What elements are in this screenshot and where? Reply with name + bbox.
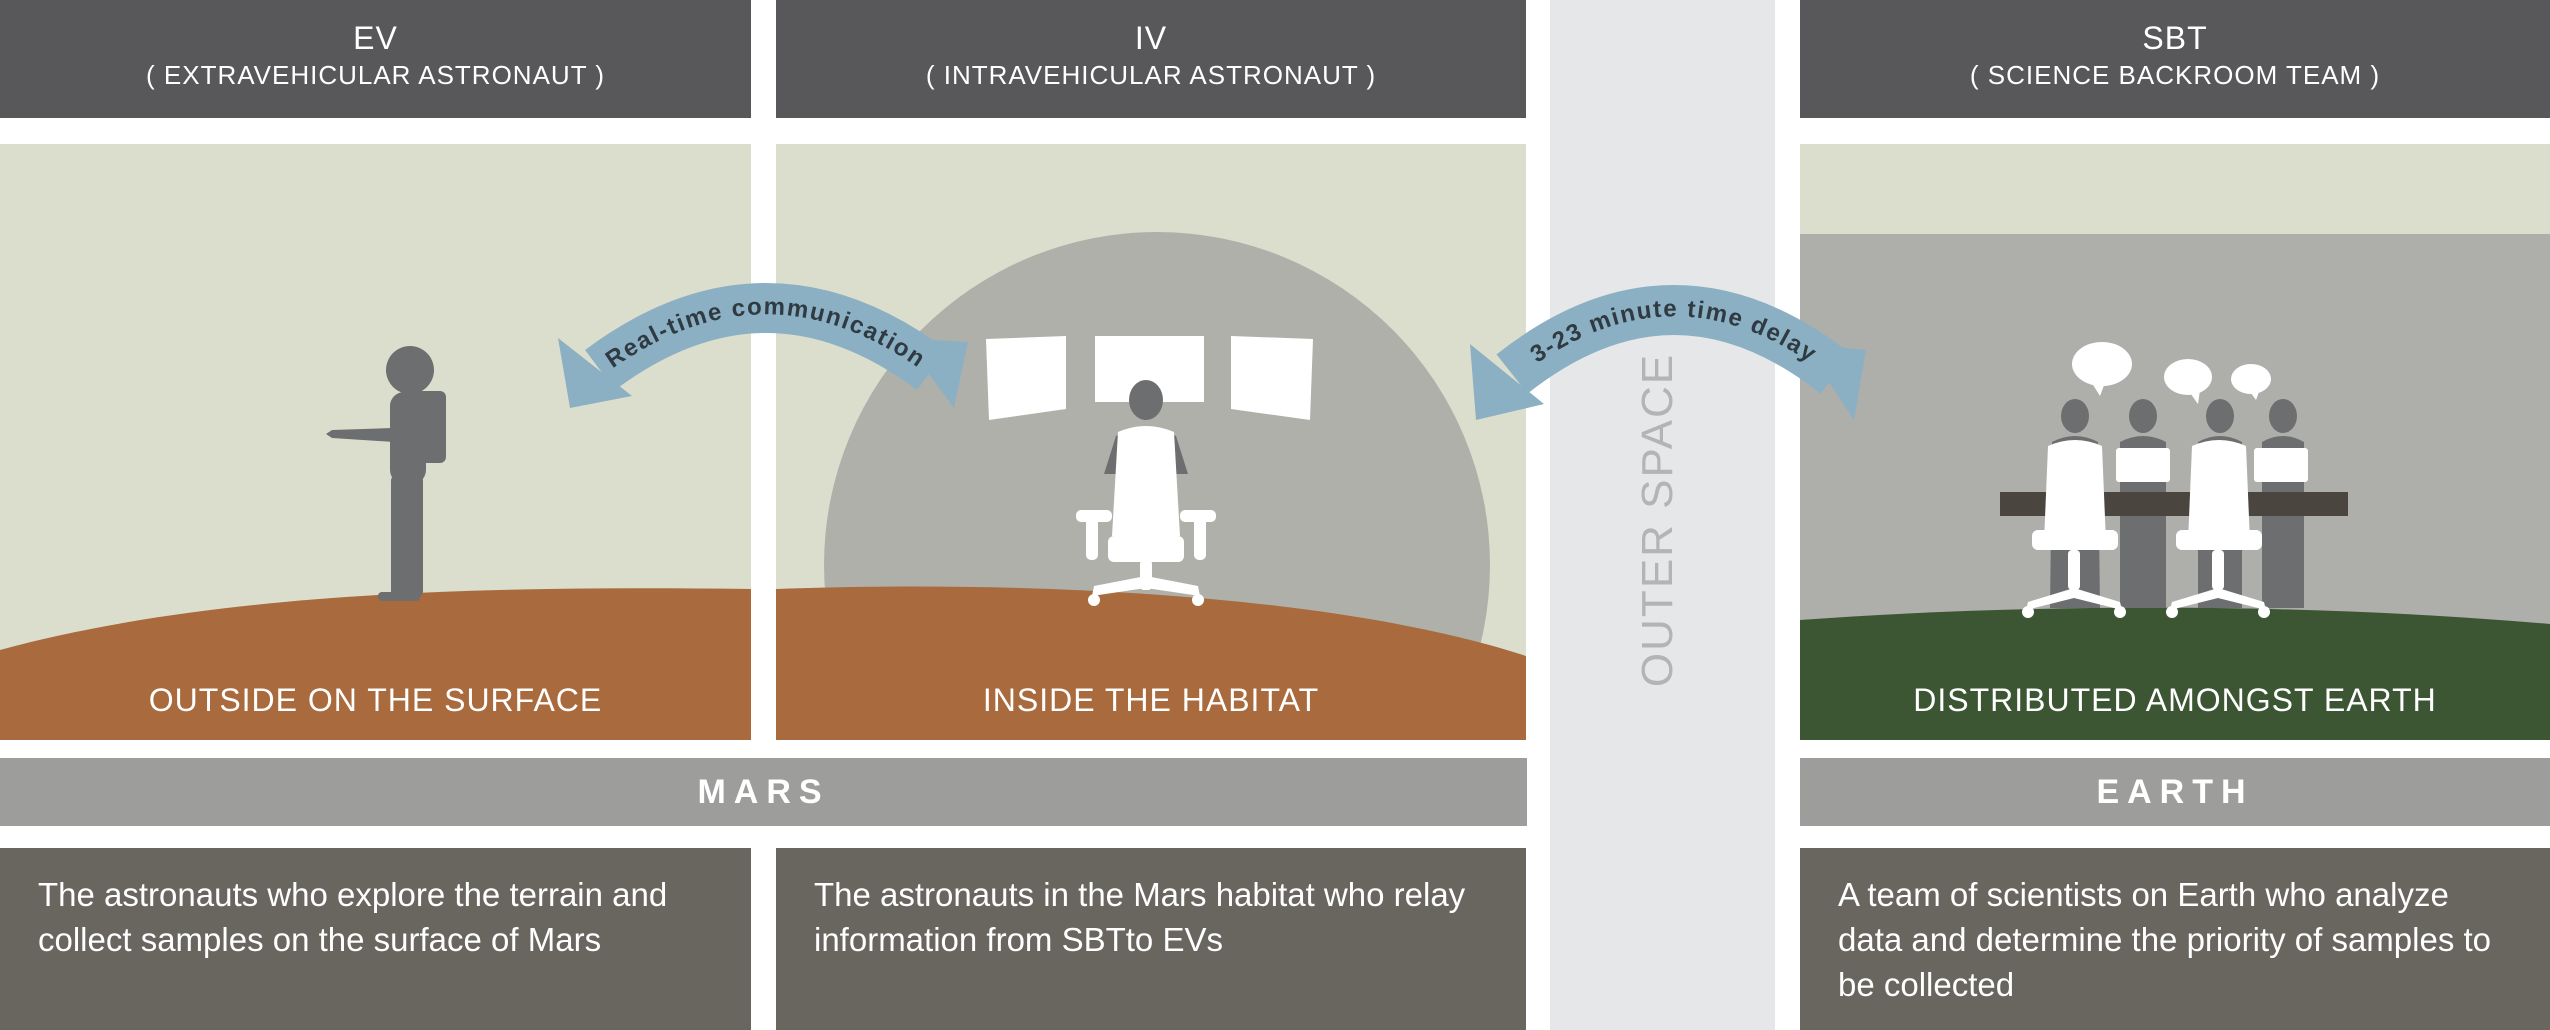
outer-space-label: OUTER SPACE <box>1633 352 1682 688</box>
ev-description: The astronauts who explore the terrain a… <box>0 848 751 1030</box>
iv-description: The astronauts in the Mars habitat who r… <box>776 848 1526 1030</box>
iv-header: IV ( INTRAVEHICULAR ASTRONAUT ) <box>776 0 1526 118</box>
iv-abbreviation: IV <box>1134 20 1168 56</box>
ev-scene-art <box>0 144 751 740</box>
ev-header: EV ( EXTRAVEHICULAR ASTRONAUT ) <box>0 0 751 118</box>
earth-band: EARTH <box>1800 758 2550 826</box>
astronaut-icon <box>326 346 446 601</box>
sbt-scene-art <box>1800 144 2550 740</box>
sbt-location-label: DISTRIBUTED AMONGST EARTH <box>1913 682 2437 718</box>
iv-full-name: ( INTRAVEHICULAR ASTRONAUT ) <box>925 60 1377 90</box>
sbt-abbreviation: SBT <box>2142 20 2208 56</box>
iv-scene: INSIDE THE HABITAT <box>776 144 1526 740</box>
ev-full-name: ( EXTRAVEHICULAR ASTRONAUT ) <box>146 60 605 90</box>
iv-location-label: INSIDE THE HABITAT <box>982 682 1320 718</box>
ev-abbreviation: EV <box>353 20 398 56</box>
office-chair-icon <box>2166 440 2270 618</box>
laptop-icon <box>2116 448 2308 482</box>
ev-scene: OUTSIDE ON THE SURFACE <box>0 144 751 740</box>
sbt-scene: DISTRIBUTED AMONGST EARTH <box>1800 144 2550 740</box>
sbt-description: A team of scientists on Earth who analyz… <box>1800 848 2550 1030</box>
earth-ground <box>1800 607 2550 740</box>
sbt-header: SBT ( SCIENCE BACKROOM TEAM ) <box>1800 0 2550 118</box>
mars-surface <box>776 586 1526 740</box>
iv-scene-art <box>776 144 1526 740</box>
outer-space-strip <box>1550 0 1775 1030</box>
sbt-full-name: ( SCIENCE BACKROOM TEAM ) <box>1969 60 2381 90</box>
mars-band: MARS <box>0 758 1527 826</box>
office-chair-icon <box>2022 440 2126 618</box>
monitor-icon <box>986 336 1313 420</box>
speech-bubble-icon <box>2072 342 2271 404</box>
office-chair-icon <box>1076 426 1216 606</box>
ev-location-label: OUTSIDE ON THE SURFACE <box>148 682 603 718</box>
mars-surface <box>0 588 751 740</box>
